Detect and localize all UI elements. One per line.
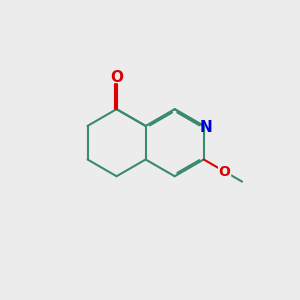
Text: O: O [110,70,123,85]
Text: N: N [200,120,212,135]
Text: O: O [219,165,231,178]
